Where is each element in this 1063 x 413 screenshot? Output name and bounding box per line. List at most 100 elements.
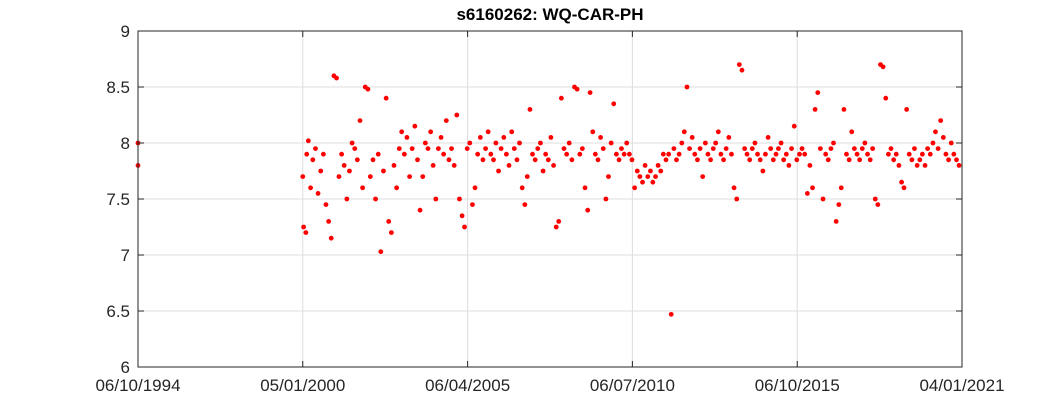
data-point (425, 146, 431, 152)
data-points (135, 62, 962, 317)
data-point (828, 146, 834, 152)
data-point (718, 151, 724, 157)
data-point (883, 95, 889, 101)
data-point (927, 151, 933, 157)
data-point (629, 157, 635, 163)
data-point (729, 151, 734, 157)
data-point (702, 140, 708, 146)
data-point (951, 151, 957, 157)
data-point (464, 146, 470, 152)
data-point (574, 86, 580, 92)
data-point (789, 146, 794, 152)
data-point (318, 168, 324, 174)
data-point (313, 146, 318, 152)
data-point (347, 168, 352, 174)
data-point (443, 118, 449, 123)
data-point (548, 135, 554, 140)
data-point (765, 135, 771, 140)
data-point (383, 95, 389, 101)
data-point (457, 196, 462, 202)
data-point (323, 202, 329, 208)
data-point (925, 146, 931, 152)
data-point (433, 196, 439, 202)
data-point (815, 90, 821, 95)
data-point (904, 107, 910, 112)
data-point (553, 224, 559, 230)
data-point (381, 168, 386, 174)
data-point (658, 168, 664, 174)
data-point (611, 101, 617, 107)
data-point (917, 157, 923, 163)
data-point (886, 151, 891, 157)
x-tick-label: 06/10/1994 (95, 376, 180, 395)
data-point (598, 135, 603, 140)
data-point (731, 185, 737, 191)
data-point (608, 140, 614, 146)
data-point (375, 151, 381, 157)
data-point (477, 135, 483, 140)
data-point (820, 196, 826, 202)
data-point (435, 146, 441, 152)
data-point (480, 157, 486, 163)
data-point (700, 174, 706, 180)
data-point (786, 163, 792, 168)
data-point (590, 129, 596, 135)
data-point (415, 157, 420, 163)
data-point (417, 207, 423, 213)
data-point (632, 185, 638, 191)
data-point (407, 174, 413, 180)
data-point (833, 219, 839, 224)
data-point (708, 157, 713, 163)
data-point (676, 151, 682, 157)
data-point (582, 185, 588, 191)
data-point (930, 140, 936, 146)
data-point (634, 168, 640, 174)
data-point (561, 146, 567, 152)
data-point (360, 185, 365, 191)
data-point (441, 151, 447, 157)
data-point (776, 146, 781, 152)
data-point (713, 140, 719, 146)
data-point (851, 146, 857, 152)
data-point (430, 163, 436, 168)
data-point (603, 196, 609, 202)
data-point (660, 151, 666, 157)
data-point (906, 151, 912, 157)
data-point (870, 146, 876, 152)
data-point (585, 207, 591, 213)
data-point (579, 146, 585, 152)
data-point (506, 163, 512, 168)
data-point (498, 146, 504, 152)
data-point (831, 140, 836, 146)
data-point (535, 146, 541, 152)
data-point (496, 168, 501, 174)
data-point (446, 157, 452, 163)
y-tick-label: 7 (121, 246, 130, 265)
data-point (807, 163, 813, 168)
data-point (956, 163, 962, 168)
data-point (404, 135, 410, 140)
data-point (896, 163, 902, 168)
data-point (804, 191, 810, 196)
data-point (491, 157, 496, 163)
data-point (303, 230, 309, 236)
y-tick-label: 8.5 (106, 78, 130, 97)
data-point (304, 151, 310, 157)
data-point (352, 146, 358, 152)
data-point (912, 146, 917, 152)
data-point (300, 174, 306, 180)
data-point (503, 151, 509, 157)
data-point (530, 151, 535, 157)
data-point (475, 151, 481, 157)
data-point (922, 163, 928, 168)
data-point (810, 185, 815, 191)
data-point (747, 157, 753, 163)
data-point (301, 224, 307, 230)
data-point (470, 202, 475, 208)
data-point (522, 202, 528, 208)
data-point (666, 151, 672, 157)
data-point (736, 62, 742, 67)
x-tick-label: 06/07/2010 (590, 376, 675, 395)
data-point (592, 151, 598, 157)
data-point (817, 146, 823, 152)
